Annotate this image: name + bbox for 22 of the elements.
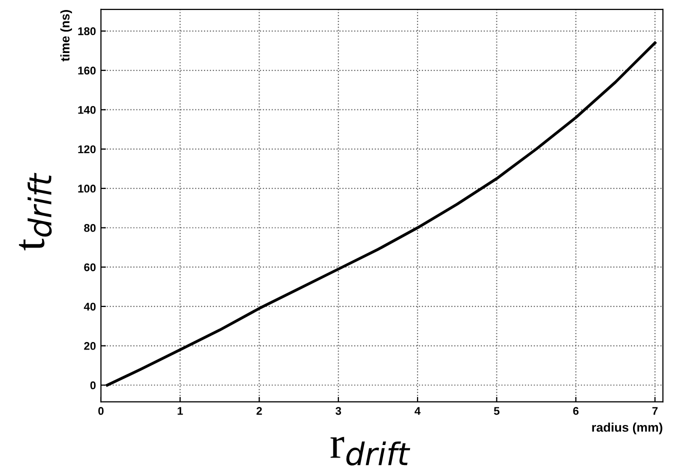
x-tick-label: 3	[336, 407, 342, 415]
x-tick-label: 1	[178, 407, 183, 415]
x-tick-label: 7	[652, 407, 658, 415]
y-tick-label: 180	[78, 27, 96, 36]
x-tick-label: 0	[98, 407, 104, 415]
text: t$_{drift}$	[18, 172, 52, 250]
y-tick-label: 100	[78, 184, 96, 193]
x-axis-title: radius (mm)	[592, 422, 662, 434]
y-tick-label: 140	[78, 106, 96, 114]
x-tick-label: 5	[494, 407, 500, 415]
y-tick-label: 0	[90, 381, 96, 390]
x-tick-label: 2	[256, 407, 262, 415]
y-tick-label: 60	[84, 263, 96, 272]
y-tick-label: 120	[78, 145, 96, 154]
y-tick-label: 20	[84, 342, 96, 350]
x-tick-label: 4	[414, 407, 421, 415]
y-tick-label: 40	[84, 302, 96, 311]
y-tick-label: 80	[84, 224, 96, 232]
y-tick-label: 160	[78, 66, 96, 75]
y-axis-title: time (ns)	[60, 10, 72, 62]
x-tick-label: 6	[573, 407, 579, 415]
text: r$_{drift}$	[330, 436, 410, 466]
